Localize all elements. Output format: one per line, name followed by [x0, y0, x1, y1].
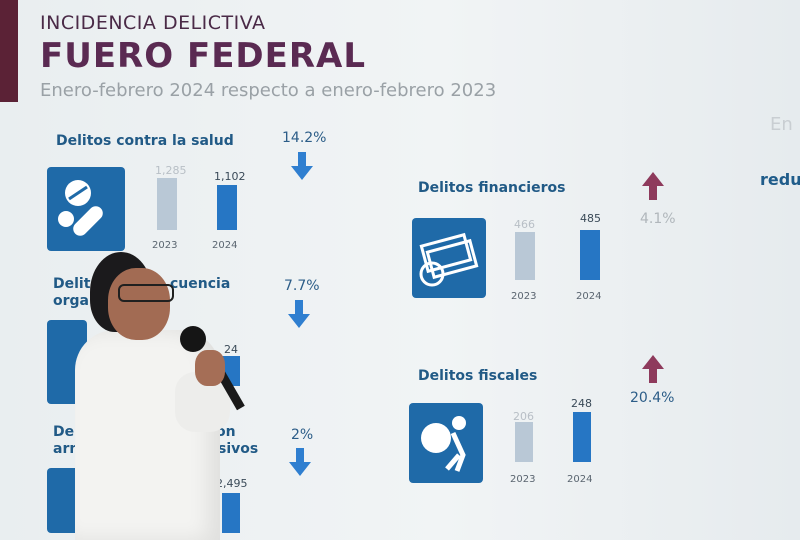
bar-2024-financieros	[580, 230, 600, 280]
bar-2024-fiscales	[573, 412, 591, 462]
bar-2023-fiscales	[515, 422, 533, 462]
value-2023-salud: 1,285	[155, 164, 187, 177]
pct-fiscales: 20.4%	[630, 390, 675, 406]
category-label-financieros: Delitos financieros	[418, 180, 566, 196]
value-2024-fiscales: 248	[571, 397, 592, 410]
pct-armas: 2%	[291, 427, 314, 443]
year-2023-financieros: 2023	[511, 291, 537, 302]
tax-burden-icon	[409, 403, 483, 483]
down-arrow-icon	[291, 152, 313, 180]
category-label-organizada-start: Delit	[53, 276, 91, 292]
bar-2023-salud	[157, 178, 177, 230]
year-2024-financieros: 2024	[576, 291, 602, 302]
bar-2024-salud	[217, 185, 237, 230]
person-hand	[195, 350, 225, 386]
down-arrow-icon	[288, 300, 310, 328]
category-label-organizada-end: cuencia	[170, 276, 231, 292]
value-2024-armas: 2,495	[216, 477, 248, 490]
value-2023-fiscales: 206	[513, 410, 534, 423]
up-arrow-icon	[642, 355, 664, 383]
bar-2023-financieros	[515, 232, 535, 280]
money-icon	[412, 218, 486, 298]
person-face	[108, 268, 170, 340]
bar-2024-armas	[222, 493, 240, 533]
value-2024-salud: 1,102	[214, 170, 246, 183]
category-label-fiscales: Delitos fiscales	[418, 368, 538, 384]
edge-accent-bar	[0, 0, 18, 102]
value-2024-financieros: 485	[580, 212, 601, 225]
year-2024-salud: 2024	[212, 240, 238, 251]
category-label-organizada-line2: orga	[53, 293, 89, 309]
up-arrow-icon	[642, 172, 664, 200]
microphone-icon	[180, 326, 206, 352]
partial-text-top: En	[770, 114, 793, 135]
header-kicker: INCIDENCIA DELICTIVA	[40, 12, 266, 34]
category-label-armas-line2-end: sivos	[218, 441, 259, 457]
value-2024-organizada: 24	[224, 343, 238, 356]
category-label-salud: Delitos contra la salud	[56, 133, 234, 149]
year-2023-fiscales: 2023	[510, 474, 536, 485]
pct-salud: 14.2%	[282, 130, 327, 146]
year-2023-salud: 2023	[152, 240, 178, 251]
down-arrow-icon	[289, 448, 311, 476]
year-2024-fiscales: 2024	[567, 474, 593, 485]
pills-icon	[47, 167, 125, 251]
pct-organizada: 7.7%	[284, 278, 320, 294]
value-2023-financieros: 466	[514, 218, 535, 231]
partial-text-bottom: redu	[760, 170, 800, 189]
glasses	[118, 284, 174, 302]
header-title: FUERO FEDERAL	[40, 36, 367, 76]
pct-financieros: 4.1%	[640, 211, 676, 227]
header-subtitle: Enero-febrero 2024 respecto a enero-febr…	[40, 80, 497, 101]
